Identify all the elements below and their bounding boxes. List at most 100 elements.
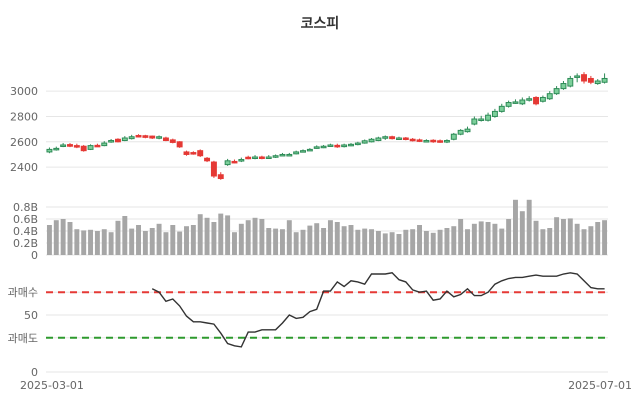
volume-bar — [142, 231, 148, 255]
candle-body — [46, 148, 53, 153]
volume-bar — [190, 225, 196, 255]
candle-body — [395, 137, 402, 140]
candle-body — [491, 110, 498, 117]
price-panel-grid: 2400 2600 2800 3000 — [10, 85, 608, 174]
volume-bar — [321, 228, 327, 255]
candle-body — [368, 138, 375, 143]
candle-body — [286, 153, 293, 157]
candle-body — [53, 147, 60, 151]
candle-body — [279, 153, 286, 157]
volume-bar — [204, 217, 210, 255]
x-axis: 2025-03-01 2025-07-01 — [20, 379, 632, 392]
volume-tick-label: 0.8B — [13, 201, 38, 214]
candle-body — [293, 151, 300, 155]
volume-tick-label: 0.6B — [13, 213, 38, 226]
volume-bar — [163, 232, 169, 255]
candle-body — [498, 105, 505, 112]
candle-body — [341, 144, 348, 148]
candle-body — [197, 150, 204, 157]
rsi-panel-lines — [46, 272, 608, 348]
volume-bar — [437, 229, 443, 255]
candle-body — [265, 156, 272, 159]
volume-bar — [547, 228, 553, 255]
candle-body — [512, 101, 519, 104]
volume-bar — [259, 219, 265, 255]
volume-bar — [273, 228, 279, 255]
candle-body — [114, 138, 121, 143]
volume-tick-label: 0 — [31, 249, 38, 262]
candle-body — [382, 136, 389, 139]
candle-body — [183, 151, 190, 155]
candle-body — [539, 96, 546, 102]
candle-body — [156, 136, 163, 139]
volume-bar — [444, 228, 450, 255]
rsi-line — [151, 272, 605, 348]
volume-tick-label: 0.4B — [13, 225, 38, 238]
volume-bar — [506, 219, 512, 255]
volume-bar — [307, 225, 313, 255]
price-tick-label: 3000 — [10, 85, 38, 98]
volume-bar — [136, 225, 141, 255]
volume-bar — [177, 231, 183, 255]
volume-bar — [81, 230, 87, 255]
volume-bar — [567, 218, 573, 255]
volume-bar — [197, 214, 203, 255]
x-tick-label: 2025-03-01 — [20, 379, 84, 392]
volume-bar — [156, 223, 162, 255]
candle-body — [402, 137, 409, 140]
volume-bar — [218, 213, 224, 255]
volume-bar — [46, 225, 52, 255]
volume-bar — [122, 216, 128, 255]
candle-body — [300, 150, 306, 153]
candle-body — [87, 145, 94, 150]
rsi-panel-grid: 0 과매도 50 과매수 — [8, 286, 608, 379]
candle-body — [567, 77, 574, 87]
volume-bar — [314, 223, 320, 255]
candle-body — [190, 152, 197, 155]
volume-bar — [300, 229, 306, 255]
candle-body — [526, 98, 533, 101]
volume-bar — [595, 222, 601, 255]
volume-bar — [417, 225, 422, 255]
volume-bar — [581, 229, 587, 255]
volume-bar — [88, 229, 94, 255]
volume-bar — [540, 229, 546, 255]
volume-bar — [588, 226, 594, 255]
rsi-tick-label: 과매수 — [8, 286, 38, 299]
volume-bar — [327, 220, 333, 255]
candle-body — [581, 74, 587, 82]
candle-body — [313, 146, 320, 149]
candle-body — [430, 139, 437, 143]
candle-body — [348, 143, 354, 147]
volume-panel-bars — [46, 199, 608, 255]
candle-body — [176, 141, 183, 148]
volume-tick-label: 0.2B — [13, 237, 38, 250]
candle-body — [320, 145, 327, 149]
candle-body — [252, 156, 259, 159]
candle-body — [519, 99, 526, 105]
volume-bar — [232, 232, 237, 255]
volume-bar — [67, 222, 73, 255]
candle-body — [327, 144, 334, 147]
volume-bar — [513, 199, 518, 255]
candle-body — [450, 133, 457, 140]
candle-body — [533, 96, 540, 105]
volume-bar — [396, 234, 402, 255]
volume-bar — [485, 222, 491, 255]
candle-body — [485, 114, 492, 121]
volume-bar — [519, 211, 525, 255]
volume-bar — [526, 199, 532, 255]
candle-body — [601, 77, 608, 83]
candle-body — [416, 139, 423, 142]
candle-body — [375, 137, 382, 142]
candle-body — [505, 102, 512, 107]
volume-bar — [53, 220, 59, 255]
volume-bar — [602, 220, 608, 255]
volume-bar — [279, 229, 285, 255]
candle-body — [354, 142, 361, 146]
candle-body — [361, 140, 368, 144]
volume-bar — [245, 220, 251, 255]
volume-bar — [403, 229, 409, 255]
volume-bar — [375, 231, 381, 255]
